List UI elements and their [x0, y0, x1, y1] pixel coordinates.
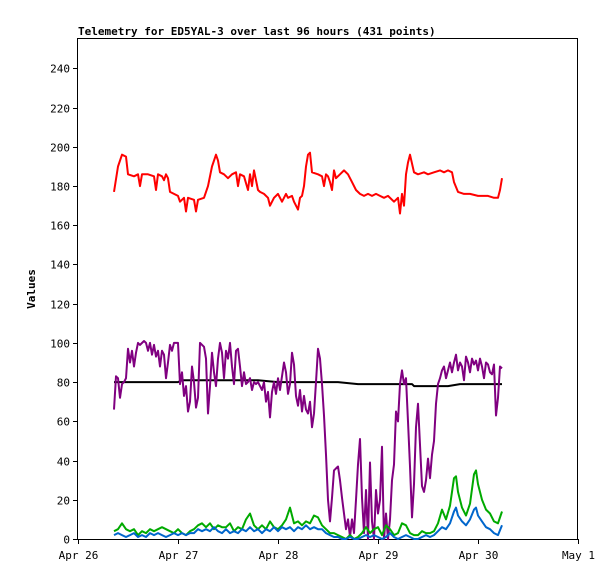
- series-line-1: [113, 151, 503, 215]
- x-tick-label: Apr 26: [59, 549, 99, 562]
- y-tick-label: 240: [50, 63, 70, 76]
- y-tick-label: 200: [50, 142, 70, 155]
- y-tick-label: 120: [50, 299, 70, 312]
- y-tick-label: 60: [57, 416, 70, 429]
- series-line-3: [113, 340, 503, 540]
- x-tick-label: Apr 29: [359, 549, 399, 562]
- series-line-5: [113, 506, 503, 540]
- x-tick-label: Apr 28: [259, 549, 299, 562]
- y-axis-label: Values: [25, 269, 38, 309]
- y-tick-label: 160: [50, 220, 70, 233]
- series-lines: [113, 151, 503, 540]
- y-tick-label: 80: [57, 377, 70, 390]
- series-line-4: [113, 469, 503, 540]
- x-axis-ticks: Apr 26 Apr 27 Apr 28 Apr 29 Apr 30 May 1: [59, 539, 595, 562]
- y-tick-label: 20: [57, 495, 70, 508]
- y-tick-label: 140: [50, 259, 70, 272]
- x-tick-label: Apr 27: [159, 549, 199, 562]
- x-tick-label: May 1: [562, 549, 595, 562]
- series-line-2: [114, 379, 502, 388]
- x-tick-label: Apr 30: [459, 549, 499, 562]
- plot-area-frame: [77, 38, 578, 540]
- y-tick-label: 0: [63, 534, 70, 547]
- y-tick-label: 220: [50, 103, 70, 116]
- chart-title: Telemetry for ED5YAL-3 over last 96 hour…: [78, 25, 436, 38]
- y-axis-ticks: 0 20 40 60 80 100 120 140 160 180 200 220 240: [50, 63, 78, 547]
- y-tick-label: 40: [57, 456, 70, 469]
- y-tick-label: 180: [50, 181, 70, 194]
- y-tick-label: 100: [50, 338, 70, 351]
